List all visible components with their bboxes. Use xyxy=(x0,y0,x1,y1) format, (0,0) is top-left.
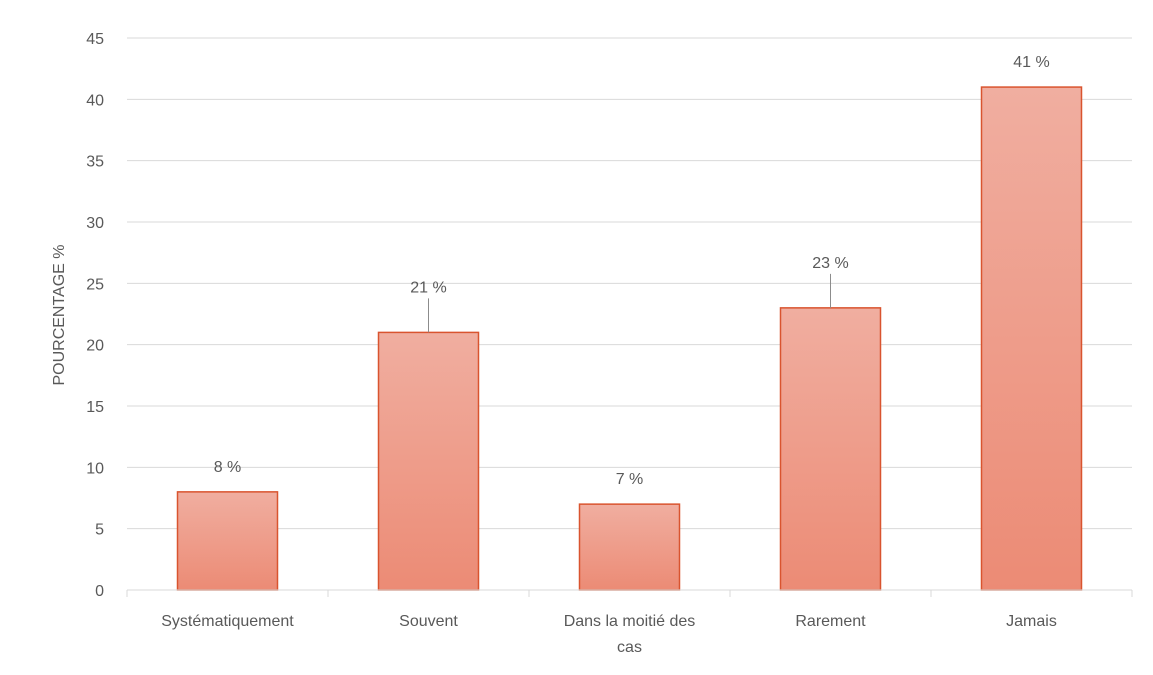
y-tick-label: 5 xyxy=(95,522,104,539)
y-tick-label: 15 xyxy=(86,399,104,416)
x-tick-label: Dans la moitié des xyxy=(564,613,696,630)
x-axis: Systématiquement Souvent Dans la moitié de… xyxy=(126,589,1133,656)
x-tick-label: Jamais xyxy=(1006,613,1057,630)
y-axis-title: POURCENTAGE % xyxy=(51,244,68,385)
data-label: 7 % xyxy=(616,471,644,488)
bars xyxy=(176,86,1083,591)
y-tick-label: 40 xyxy=(86,92,104,109)
x-tick-label: Rarement xyxy=(795,613,866,630)
data-label: 21 % xyxy=(410,279,446,296)
bar xyxy=(779,307,882,591)
bar xyxy=(176,491,279,591)
bar xyxy=(377,331,480,591)
bar xyxy=(578,503,681,591)
data-label: 8 % xyxy=(214,459,242,476)
y-tick-label: 0 xyxy=(95,583,104,600)
y-axis-ticks: 0 5 10 15 20 25 30 35 40 45 xyxy=(86,31,104,600)
x-tick-label: Systématiquement xyxy=(161,613,294,630)
x-tick-label: Souvent xyxy=(399,613,458,630)
data-labels: 8 % 21 % 7 % 23 % 41 % xyxy=(214,54,1050,488)
y-tick-label: 25 xyxy=(86,276,104,293)
y-tick-label: 35 xyxy=(86,154,104,171)
y-tick-label: 20 xyxy=(86,338,104,355)
y-tick-label: 45 xyxy=(86,31,104,48)
y-tick-label: 10 xyxy=(86,460,104,477)
gridlines xyxy=(127,37,1132,530)
data-label: 41 % xyxy=(1013,54,1049,71)
x-tick-label: cas xyxy=(617,639,642,656)
bar xyxy=(980,86,1083,591)
y-tick-label: 30 xyxy=(86,215,104,232)
data-label: 23 % xyxy=(812,255,848,272)
